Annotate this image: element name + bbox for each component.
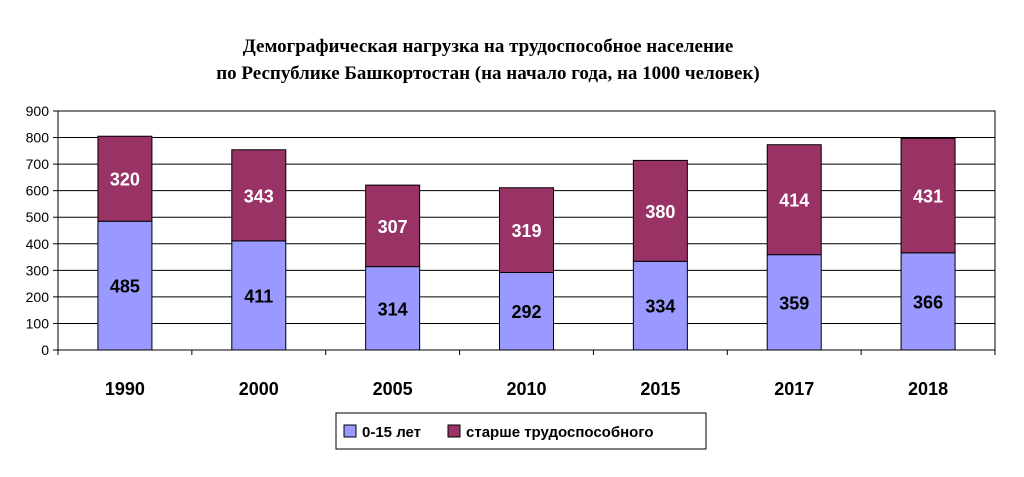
x-tick-label-2015: 2015	[640, 379, 680, 399]
y-tick-label: 400	[26, 236, 50, 252]
bar-2010-series-0	[499, 271, 554, 351]
bar-2018-series-0	[900, 252, 956, 351]
data-label-2000-series-0: 411	[244, 286, 273, 306]
data-label-2010-series-0: 292	[511, 302, 541, 322]
x-tick-label-2018: 2018	[908, 379, 948, 399]
y-tick-label: 0	[41, 342, 49, 358]
y-tick-label: 200	[26, 289, 50, 305]
y-axis: 0 100 200 300 400 500 600 700 800 900	[26, 103, 58, 358]
data-label-2018-series-1: 431	[913, 187, 943, 207]
legend-swatch-0-15	[343, 424, 357, 438]
bars: 485 320 411 343 314 307 292 319 334 380 359 414 366 4…	[97, 135, 956, 351]
legend-label-0-15: 0-15 лет	[362, 424, 421, 441]
data-label-2005-series-1: 307	[378, 217, 408, 237]
data-label-2015-series-0: 334	[645, 297, 675, 317]
bar-2005-series-1	[365, 184, 421, 268]
legend-label-older: старше трудоспособного	[466, 424, 654, 441]
y-tick-label: 700	[26, 156, 50, 172]
x-tick-label-2000: 2000	[239, 379, 279, 399]
data-label-2010-series-1: 319	[511, 221, 541, 241]
y-tick-label: 500	[26, 209, 50, 225]
data-label-2017-series-0: 359	[779, 293, 809, 313]
x-tick-label-2017: 2017	[774, 379, 814, 399]
chart-title-line-2: по Республике Башкортостан (на начало го…	[216, 63, 760, 84]
bar-2017-series-1	[766, 144, 822, 256]
chart-title: Демографическая нагрузка на трудоспособн…	[216, 36, 760, 84]
data-label-2005-series-0: 314	[378, 299, 408, 319]
data-label-2000-series-1: 343	[244, 186, 274, 206]
data-label-1990-series-1: 320	[110, 170, 140, 190]
bar-2000-series-1	[231, 149, 287, 242]
bar-2018-series-1	[900, 137, 956, 254]
y-tick-label: 800	[26, 130, 50, 146]
legend-swatch-older	[447, 424, 461, 438]
bar-2015-series-0	[632, 260, 688, 351]
bar-1990-series-1	[97, 135, 153, 222]
chart-title-line-1: Демографическая нагрузка на трудоспособн…	[243, 36, 734, 57]
y-tick-label: 600	[26, 183, 50, 199]
bar-2005-series-0	[365, 266, 421, 351]
legend: 0-15 лет старше трудоспособного	[335, 412, 707, 450]
data-label-1990-series-0: 485	[110, 277, 140, 297]
data-label-2017-series-1: 414	[779, 191, 809, 211]
bar-2000-series-0	[231, 240, 287, 351]
bar-1990-series-0	[97, 220, 153, 351]
y-tick-label: 900	[26, 103, 50, 119]
y-tick-label: 300	[26, 262, 50, 278]
y-tick-label: 100	[26, 315, 50, 331]
data-label-2018-series-0: 366	[913, 292, 943, 312]
bar-2015-series-1	[632, 159, 688, 262]
data-label-2015-series-1: 380	[645, 202, 675, 222]
x-axis: 1990 2000 2005 2010 2015 2017 2018	[57, 350, 996, 399]
bar-2017-series-0	[766, 254, 822, 351]
bar-2010-series-1	[499, 187, 554, 273]
x-tick-label-1990: 1990	[105, 379, 145, 399]
x-tick-label-2010: 2010	[506, 379, 546, 399]
legend-box	[335, 412, 707, 450]
x-tick-label-2005: 2005	[373, 379, 413, 399]
